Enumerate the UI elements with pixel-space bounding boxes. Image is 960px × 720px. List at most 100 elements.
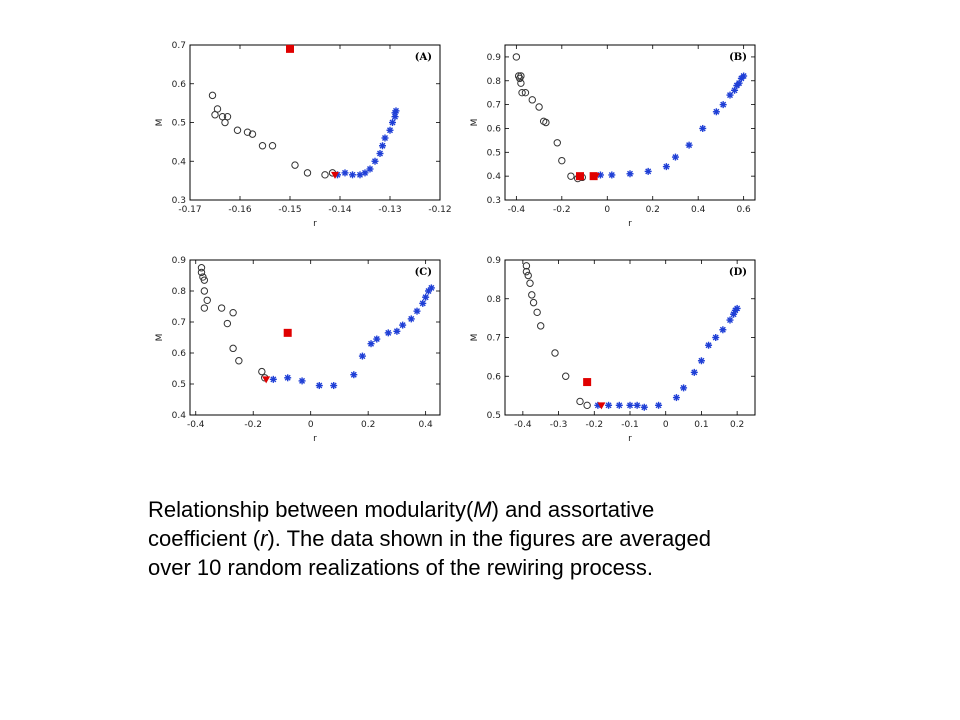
chart-b: -0.4 -0.2 0 0.2 0.4 0.6 0.3 0.4 0.5 0.6 0.7 0.8 0.9 r… <box>470 44 756 229</box>
star-point <box>349 171 356 179</box>
star-point <box>719 101 727 109</box>
panel-d: -0.4 -0.3 -0.2 -0.1 0 0.1 0.2 0.5 0.6 0.7 0.8 0.9 r M… <box>465 255 765 455</box>
star-point <box>376 150 384 157</box>
circle-point <box>517 72 525 80</box>
y-tick-label: 0.7 <box>172 318 186 328</box>
star-point <box>361 169 369 177</box>
star-point <box>330 382 338 390</box>
circle-point <box>200 276 209 284</box>
chart-c: -0.4 -0.2 0 0.2 0.4 0.4 0.5 0.6 0.7 0.8 0.9 r M (C) <box>155 256 441 444</box>
triangle-point <box>591 173 600 181</box>
star-point <box>699 124 707 132</box>
x-axis-label: r <box>313 434 317 444</box>
star-point <box>427 284 435 292</box>
star-point <box>419 299 427 307</box>
circle-point <box>542 118 550 127</box>
star-point <box>608 171 616 179</box>
x-tick-label: -0.4 <box>508 205 526 215</box>
star-point <box>341 169 349 177</box>
circle-point <box>321 171 329 179</box>
circle-point <box>197 268 206 277</box>
star-point <box>705 341 713 349</box>
y-tick-label: 0.8 <box>487 77 502 87</box>
star-point <box>626 401 634 409</box>
circle-point <box>522 262 531 270</box>
star-point <box>384 329 392 337</box>
square-point <box>283 328 292 337</box>
star-point <box>733 304 741 312</box>
y-tick-label: 0.7 <box>487 101 501 111</box>
star-point <box>726 91 734 99</box>
caption-line3: over 10 random realizations of the rewir… <box>148 555 654 580</box>
square-point <box>576 172 584 181</box>
circle-point <box>535 103 543 111</box>
star-point <box>640 403 648 411</box>
x-axis-label: r <box>628 434 632 444</box>
x-tick-label: 0.2 <box>646 205 660 215</box>
circle-point <box>522 267 531 276</box>
star-point <box>367 340 375 348</box>
x-tick-label: -0.2 <box>553 205 571 215</box>
y-tick-label: 0.3 <box>172 196 186 206</box>
y-axis-label: M <box>155 334 165 342</box>
y-tick-label: 0.3 <box>487 196 501 206</box>
circle-point <box>248 130 257 138</box>
y-tick-label: 0.7 <box>172 41 186 51</box>
y-tick-label: 0.4 <box>172 157 187 167</box>
y-tick-label: 0.6 <box>487 124 502 134</box>
star-point <box>389 119 396 126</box>
y-tick-label: 0.9 <box>487 256 502 266</box>
panel-b: -0.4 -0.2 0 0.2 0.4 0.6 0.3 0.4 0.5 0.6 0.7 0.8 0.9 r… <box>465 40 765 240</box>
star-point <box>719 326 727 334</box>
circle-point <box>203 296 211 304</box>
caption-M: M <box>473 497 492 522</box>
chart-a: -0.17 -0.16 -0.15 -0.14 -0.13 -0.12 0.3 0.4 0.5 0… <box>155 41 452 229</box>
x-tick-label: -0.1 <box>621 420 639 430</box>
circle-point <box>553 139 561 147</box>
circle-point <box>518 88 526 97</box>
star-point <box>726 316 734 324</box>
star-point <box>399 321 407 329</box>
circle-point <box>521 88 530 97</box>
plot-frame <box>189 259 441 416</box>
x-tick-label: 0 <box>663 420 669 430</box>
y-axis-label: M <box>155 119 165 127</box>
star-point <box>358 352 366 360</box>
star-point <box>284 374 292 382</box>
y-tick-label: 0.5 <box>172 380 186 390</box>
star-point <box>697 357 705 365</box>
x-tick-label: 0.1 <box>694 420 708 430</box>
x-tick-label: -0.13 <box>378 205 401 215</box>
circle-point <box>211 111 219 119</box>
x-tick-label: 0.4 <box>691 205 706 215</box>
circle-point <box>223 319 232 328</box>
circle-point <box>291 161 299 169</box>
x-tick-label: -0.15 <box>278 205 301 215</box>
star-point <box>712 334 720 341</box>
star-point <box>422 293 430 301</box>
chart-d: -0.4 -0.3 -0.2 -0.1 0 0.1 0.2 0.5 0.6 0.7 0.8 0.9 r M… <box>470 256 756 444</box>
circle-point <box>583 401 591 410</box>
caption-line1-post: ) and assortative <box>491 497 655 522</box>
circle-point <box>233 126 242 134</box>
y-tick-label: 0.9 <box>487 53 502 63</box>
circle-point <box>217 304 226 312</box>
star-point <box>386 126 394 134</box>
star-point <box>373 335 381 343</box>
y-tick-label: 0.8 <box>487 295 502 305</box>
y-tick-label: 0.4 <box>487 172 502 182</box>
circle-point <box>303 169 312 177</box>
star-point <box>366 165 374 173</box>
panel-label: (B) <box>729 52 747 63</box>
y-tick-label: 0.5 <box>172 119 186 129</box>
y-tick-label: 0.8 <box>172 287 187 297</box>
x-tick-label: 0.2 <box>361 420 375 430</box>
star-point <box>633 401 641 409</box>
star-point <box>298 377 306 385</box>
panel-label: (C) <box>415 267 432 278</box>
star-point <box>671 153 679 161</box>
star-point <box>672 394 680 402</box>
circle-point <box>229 344 237 353</box>
plot-frame <box>189 44 441 201</box>
circle-point <box>258 367 266 376</box>
